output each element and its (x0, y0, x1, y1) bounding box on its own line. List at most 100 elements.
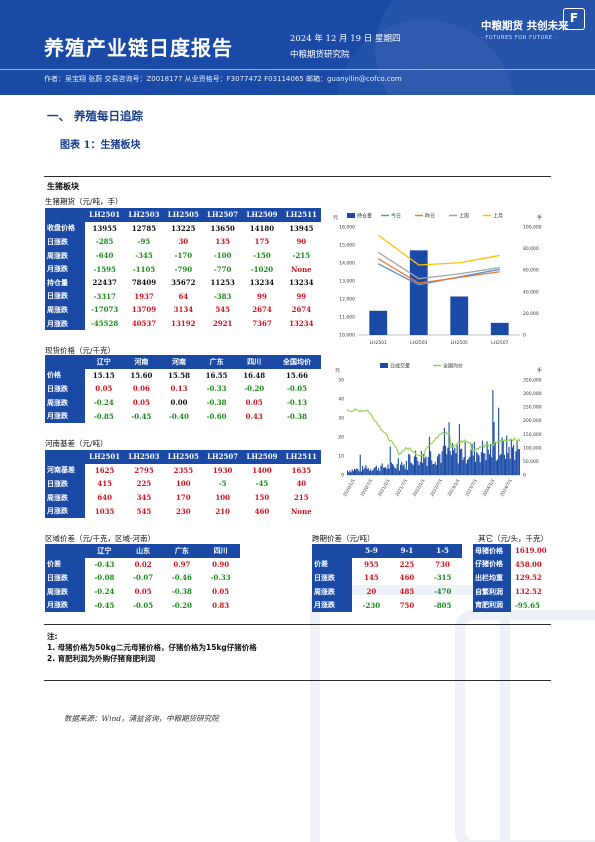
table-row: 月涨跌 -230 750 -805 (312, 598, 462, 612)
volume-bar (425, 456, 427, 475)
volume-bar (461, 448, 463, 475)
table-header-row: 5-9 9-1 1-5 (312, 544, 462, 558)
report-org: 中粮期货研究院 (290, 50, 350, 60)
table-cell: 132.52 (515, 587, 542, 597)
table-cell: None (291, 506, 312, 516)
table-cell: 460 (254, 506, 270, 516)
table-cell: 40537 (131, 319, 157, 329)
table-cell: 11253 (210, 278, 235, 288)
volume-bar (408, 453, 410, 475)
volume-bar (388, 468, 390, 475)
table-row: 周涨跌 640 345 170 100 150 215 (45, 490, 321, 505)
table-cell: 750 (399, 600, 415, 610)
table-cell: 0.05 (245, 398, 263, 408)
legend-label: 日成交量 (390, 363, 410, 370)
column-header: 广东 (162, 544, 202, 558)
row-label: 月涨跌 (45, 504, 85, 518)
volume-bar (398, 470, 400, 475)
table-cell: 0.05 (134, 587, 152, 597)
volume-bar (359, 454, 361, 475)
table-cell: -0.38 (287, 411, 307, 421)
table-row: 日涨跌 415 225 100 -5 -45 40 (45, 477, 321, 491)
volume-bar (449, 450, 451, 475)
volume-bar (518, 449, 520, 475)
table-cell: -215 (292, 251, 311, 261)
column-header: LH2511 (281, 450, 321, 464)
table-cell: 0.43 (245, 411, 263, 421)
report-header: 养殖产业链日度报告 2024 年 12 月 19 日 星期四 中粮期货研究院 中… (0, 0, 595, 95)
table-cell: None (291, 264, 312, 274)
y-right-tick-label: 0 (523, 333, 526, 339)
volume-bar (406, 469, 409, 475)
volume-bar (509, 458, 511, 475)
row-label: 日涨跌 (45, 477, 85, 491)
volume-bar (353, 468, 356, 475)
volume-bar (436, 456, 439, 475)
volume-bar (365, 465, 367, 475)
column-header: 广东 (197, 355, 236, 369)
volume-bar (427, 456, 429, 475)
column-header: LH2509 (242, 208, 282, 222)
volume-bar (395, 468, 397, 475)
volume-bar (440, 462, 442, 475)
volume-bar (351, 469, 353, 475)
table-cell: 545 (215, 305, 230, 315)
table-cell: 20 (366, 587, 377, 597)
volume-bar (423, 453, 425, 475)
volume-bar (495, 460, 497, 475)
table-cell: -0.24 (93, 398, 114, 408)
y-left-tick-label: 10 (338, 454, 344, 460)
region-spread-table: 辽宁 山东 广东 四川 价差 -0.43 0.02 0.97 0.90 日涨跌 -0.08 -0.07… (45, 544, 240, 612)
table-cell: -17073 (91, 305, 119, 315)
table-cell: 210 (215, 506, 230, 516)
table-cell: 7367 (252, 319, 272, 329)
top-rule (44, 176, 551, 177)
volume-bar (516, 440, 518, 475)
row-label: 河南基差 (45, 463, 85, 478)
y-left-tick-label: 50 (338, 378, 344, 384)
row-label: 价差 (45, 557, 85, 572)
table-row: 周涨跌 20 485 -470 (312, 584, 462, 599)
volume-bar (493, 422, 495, 475)
volume-bar (442, 445, 444, 475)
column-header: 四川 (235, 355, 273, 369)
table-cell: 640 (97, 493, 112, 503)
volume-bar (481, 440, 484, 475)
table-cell: 15.58 (168, 370, 190, 380)
table-cell: -383 (213, 291, 232, 301)
volume-bar (434, 461, 436, 475)
row-label: 月涨跌 (45, 598, 85, 612)
volume-bar (508, 446, 510, 475)
volume-bar (457, 463, 459, 475)
table-row: 日涨跌 0.05 0.06 0.13 -0.33 -0.20 -0.05 (45, 382, 321, 396)
table-row: 周涨跌 -0.24 0.05 -0.38 0.05 (45, 584, 240, 599)
volume-bar (490, 443, 492, 475)
axis-unit-left: 元 (335, 368, 340, 374)
table-row: 周涨跌 -640 -345 -170 -100 -150 -215 (45, 248, 321, 263)
y-left-tick-label: 16,000 (339, 225, 355, 231)
row-label: 母猪价格 (473, 544, 511, 558)
volume-bar (455, 453, 457, 475)
table-row: 自繁利润 132.52 (473, 584, 553, 599)
section-title: 一、 养殖每日追踪 (47, 109, 144, 123)
volume-bar (464, 441, 466, 475)
column-header: LH2505 (163, 208, 203, 222)
x-tick-label: LH2503 (410, 340, 427, 345)
y-right-tick-label: 350,000 (523, 378, 542, 384)
open-interest-bar (450, 296, 469, 335)
table-cell: 90 (296, 237, 307, 247)
column-header: LH2501 (85, 208, 125, 222)
volume-bar (379, 471, 381, 475)
calendar-spread-table: 5-9 9-1 1-5 价差 955 225 730 日涨跌 145 460 -315 周涨跌 20 48… (312, 544, 462, 612)
table-cell: 13234 (249, 278, 275, 288)
volume-bar (366, 468, 368, 475)
volume-bar (413, 456, 415, 475)
table-cell: 13945 (289, 223, 314, 233)
x-tick-label: 2021/1/1 (377, 478, 392, 498)
table-cell: -1105 (132, 264, 156, 274)
volume-bar (445, 445, 447, 475)
y-right-tick-label: 50,000 (523, 459, 539, 465)
volume-bar (479, 462, 481, 475)
table-cell: 13709 (131, 305, 157, 315)
x-tick-label: 2023/7/1 (464, 478, 479, 498)
